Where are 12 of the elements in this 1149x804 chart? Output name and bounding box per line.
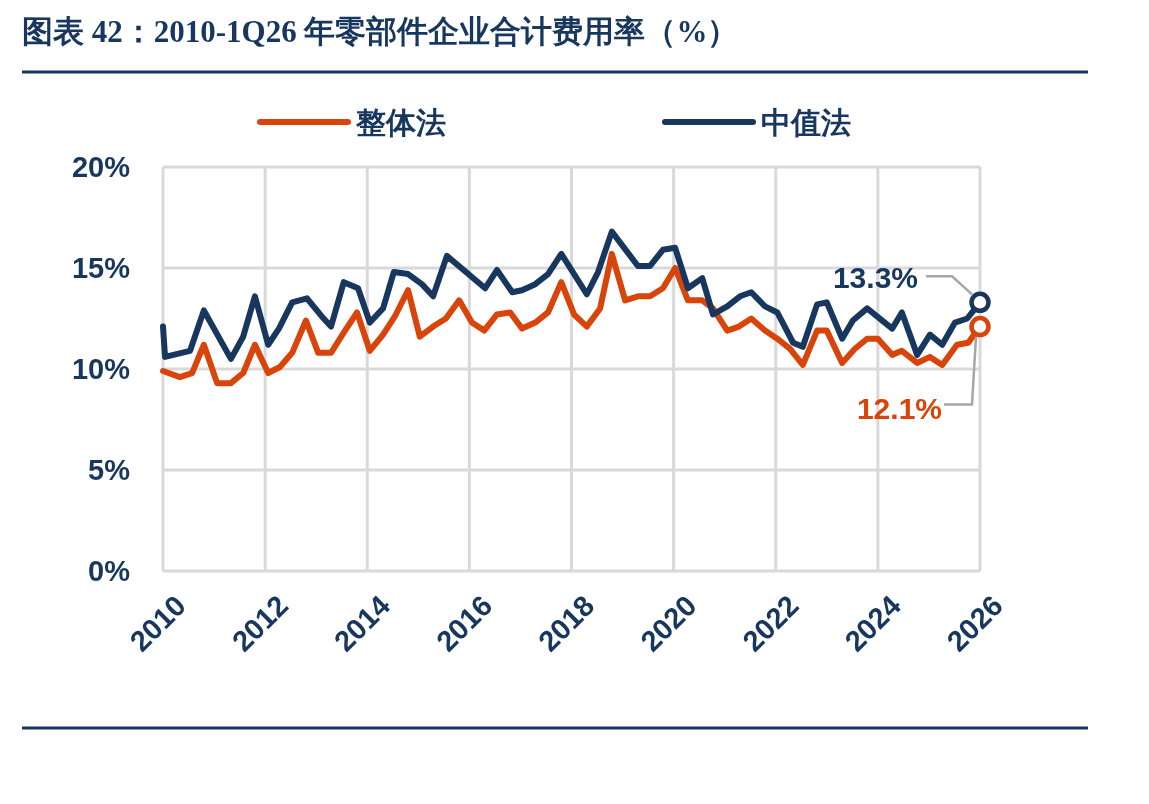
- annotation: 12.1%: [856, 315, 991, 425]
- annotation: 13.3%: [832, 261, 991, 314]
- annotation: 12.1%: [856, 391, 942, 425]
- chart-title: 图表 42：2010-1Q26 年零部件企业合计费用率（%）: [22, 14, 739, 49]
- annotation: 13.3%: [832, 261, 918, 295]
- y-tick-label: 20%: [71, 151, 131, 183]
- legend-label: 中值法: [761, 106, 851, 139]
- legend-label: 整体法: [355, 106, 446, 139]
- y-tick-label: 10%: [71, 353, 131, 385]
- y-tick-label: 15%: [71, 252, 131, 284]
- y-tick-label: 5%: [88, 454, 131, 486]
- y-tick-label: 0%: [88, 555, 131, 587]
